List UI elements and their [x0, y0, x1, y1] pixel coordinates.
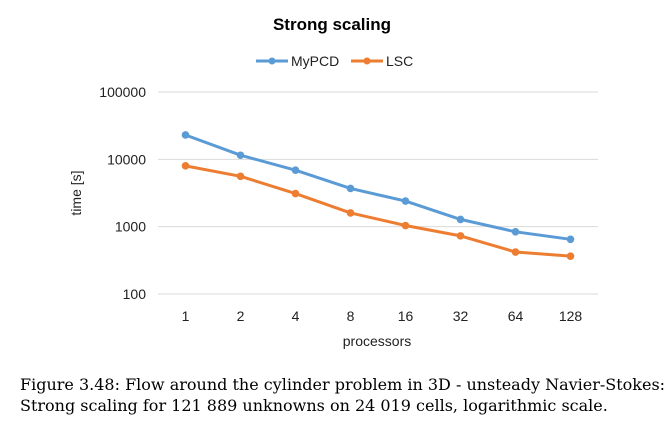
- data-point-mypcd: [456, 215, 465, 224]
- y-tick-label: 100000: [99, 84, 146, 100]
- chart-title: Strong scaling: [273, 15, 391, 34]
- data-point-lsc: [236, 172, 245, 181]
- x-tick-label: 4: [292, 308, 300, 324]
- x-axis-label: processors: [343, 333, 411, 349]
- legend-marker-mypcd: [268, 57, 276, 65]
- y-axis-ticks: 100000 10000 1000 100: [99, 84, 146, 302]
- legend-label-lsc: LSC: [386, 53, 413, 69]
- data-point-lsc: [566, 252, 575, 260]
- x-tick-label: 32: [453, 308, 469, 324]
- x-tick-label: 8: [347, 308, 355, 324]
- data-point-mypcd: [511, 227, 520, 236]
- y-tick-label: 1000: [115, 219, 146, 235]
- data-point-mypcd: [346, 184, 355, 193]
- x-tick-label: 2: [237, 308, 245, 324]
- x-tick-label: 1: [182, 308, 190, 324]
- series-mypcd: [181, 131, 575, 244]
- x-tick-label: 16: [398, 308, 414, 324]
- data-point-lsc: [291, 189, 300, 198]
- series-lsc: [181, 162, 575, 260]
- figure-caption: Figure 3.48: Flow around the cylinder pr…: [20, 374, 664, 416]
- legend-label-mypcd: MyPCD: [291, 53, 339, 69]
- data-point-lsc: [401, 221, 410, 230]
- data-point-mypcd: [291, 166, 300, 174]
- data-point-mypcd: [236, 151, 245, 160]
- data-point-lsc: [456, 232, 465, 240]
- strong-scaling-chart: Strong scaling MyPCD LSC 100000100001000…: [68, 15, 598, 349]
- series-line-mypcd: [184, 133, 572, 241]
- legend-item-mypcd: MyPCD: [256, 53, 339, 69]
- series-line-lsc: [184, 164, 572, 258]
- x-tick-label: 64: [508, 308, 524, 324]
- legend: MyPCD LSC: [256, 53, 413, 69]
- data-point-mypcd: [401, 197, 410, 205]
- series-group: [181, 131, 575, 260]
- caption-line-2: Strong scaling for 121 889 unknowns on 2…: [20, 396, 608, 415]
- data-point-mypcd: [566, 235, 575, 244]
- y-tick-label: 100: [123, 286, 147, 302]
- grid: [158, 91, 598, 295]
- caption-line-1: Figure 3.48: Flow around the cylinder pr…: [20, 375, 664, 394]
- legend-marker-lsc: [363, 57, 371, 65]
- data-point-lsc: [181, 162, 190, 170]
- x-tick-label: 128: [559, 308, 583, 324]
- data-point-lsc: [511, 248, 520, 256]
- data-point-mypcd: [181, 131, 190, 139]
- data-point-lsc: [346, 209, 355, 217]
- y-tick-label: 10000: [107, 151, 146, 167]
- y-axis-label: time [s]: [68, 170, 84, 215]
- legend-item-lsc: LSC: [351, 53, 413, 69]
- x-axis-ticks: 1 2 4 8 16 32 64 128: [182, 308, 583, 324]
